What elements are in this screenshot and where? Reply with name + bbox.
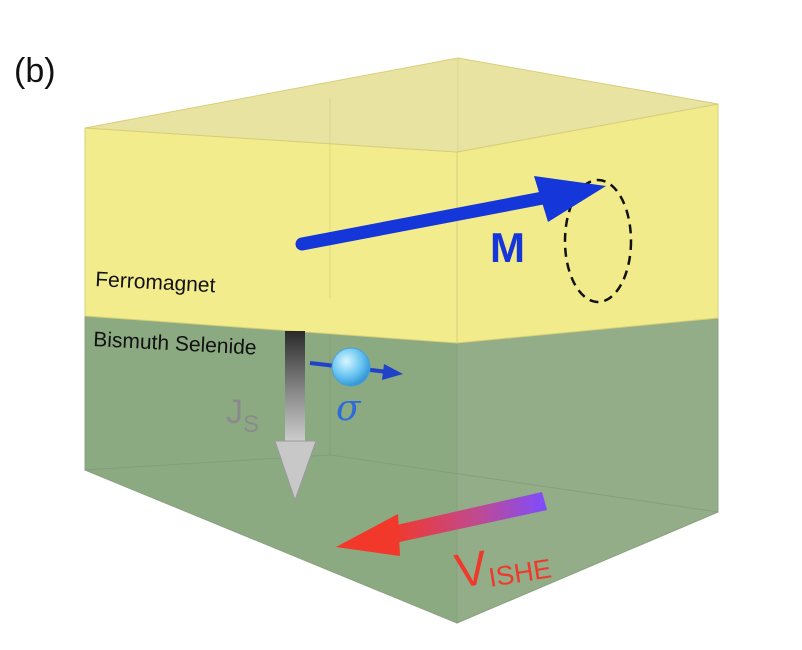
magnetization-label: M <box>490 224 525 271</box>
spin-sigma <box>309 347 403 387</box>
spin-sigma-label: σ <box>336 388 362 429</box>
spin-current-arrow <box>274 331 317 502</box>
precession-ellipse <box>563 178 633 304</box>
spin-current-label: JS <box>226 393 259 438</box>
panel-label: (b) <box>14 52 56 90</box>
voltage-arrow <box>336 492 547 556</box>
magnetization-arrow <box>295 176 606 251</box>
ferromagnet-layer <box>84 57 719 344</box>
